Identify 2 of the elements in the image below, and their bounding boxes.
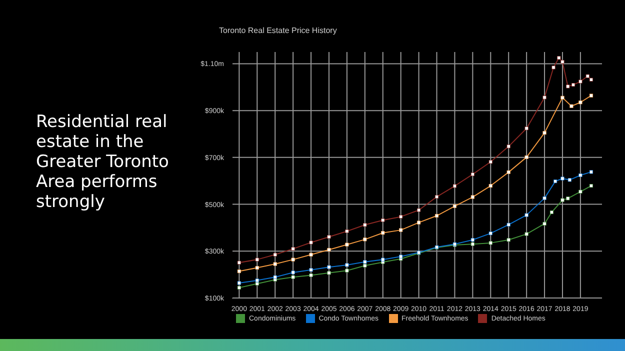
chart-title: Toronto Real Estate Price History <box>219 26 337 35</box>
text: Residential real estate in the Greater Toronto Area performs strongly <box>36 112 170 212</box>
